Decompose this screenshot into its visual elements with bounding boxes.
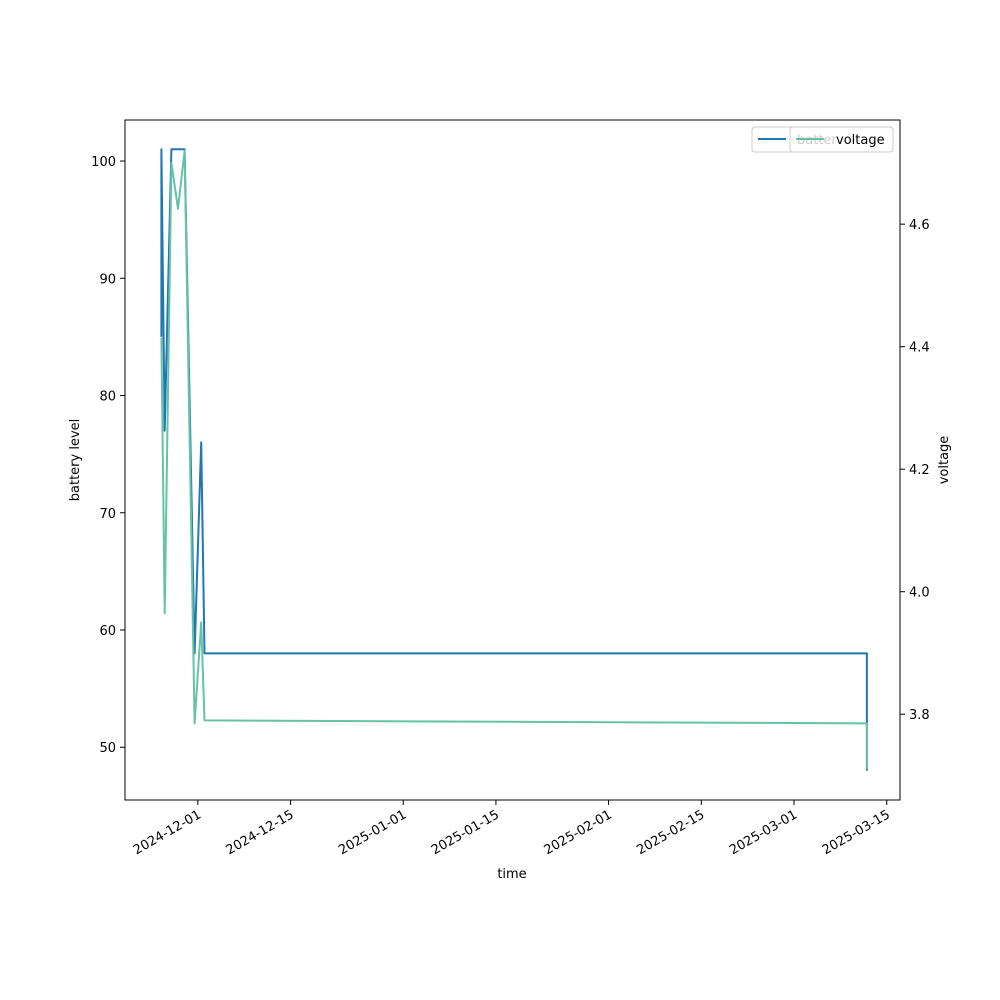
y2-tick-label: 4.4	[909, 341, 930, 356]
y2-tick-label: 4.0	[909, 586, 930, 601]
y-tick-label: 50	[99, 741, 116, 756]
legend-label-voltage: voltage	[836, 133, 885, 148]
legend-box-voltage	[789, 126, 894, 153]
x-axis-label: time	[497, 867, 526, 882]
y2-tick-label: 3.8	[909, 708, 930, 723]
y-tick-label: 100	[91, 155, 116, 170]
plot-frame	[124, 119, 901, 801]
y-tick-label: 60	[99, 624, 116, 639]
y-axis-left: 50 60 70 80 90 100	[91, 155, 125, 756]
series-layer	[160, 148, 868, 771]
y-axis-right: 3.8 4.0 4.2 4.4 4.6	[900, 218, 930, 723]
y2-axis-label: voltage	[937, 436, 952, 485]
legend: battervoltage	[751, 126, 894, 153]
y2-tick-label: 4.6	[909, 218, 930, 233]
y-tick-label: 70	[99, 507, 116, 522]
y-axis-label: battery level	[68, 419, 83, 502]
y2-tick-label: 4.2	[909, 463, 930, 478]
y-tick-label: 90	[99, 272, 116, 287]
y-tick-label: 80	[99, 390, 116, 405]
series-line-voltage	[160, 149, 868, 770]
